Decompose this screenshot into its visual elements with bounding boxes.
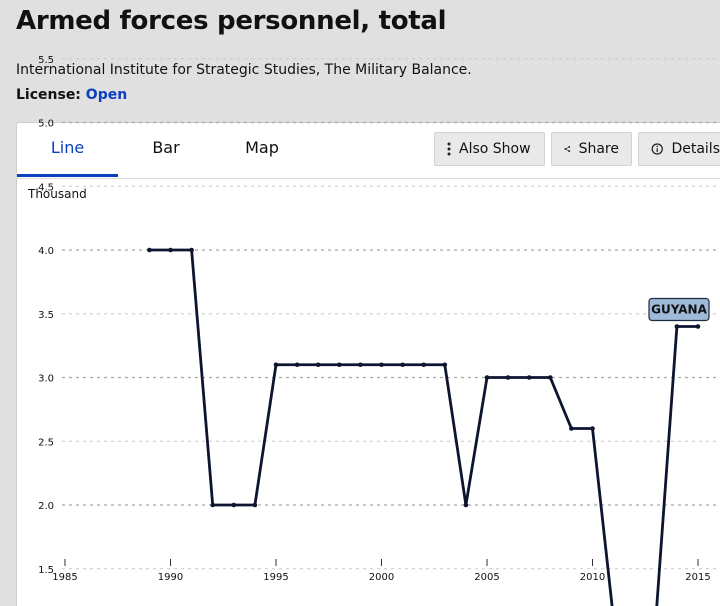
y-tick-label: 4.0 bbox=[38, 246, 54, 257]
share-icon bbox=[564, 145, 571, 153]
y-tick-label: 4.5 bbox=[38, 182, 54, 193]
data-point[interactable] bbox=[273, 362, 279, 368]
y-tick-label: 6.0 bbox=[38, 0, 54, 2]
y-tick-label: 2.5 bbox=[38, 437, 54, 448]
y-tick-label: 3.5 bbox=[38, 310, 54, 321]
data-point[interactable] bbox=[210, 502, 215, 508]
data-point[interactable] bbox=[315, 362, 321, 368]
data-point[interactable] bbox=[294, 362, 300, 368]
data-point[interactable] bbox=[569, 426, 574, 431]
info-icon bbox=[651, 143, 663, 155]
data-point[interactable] bbox=[484, 375, 490, 380]
y-tick-label: 1.5 bbox=[38, 565, 54, 576]
data-point[interactable] bbox=[168, 247, 173, 253]
license-link[interactable]: Open bbox=[85, 87, 128, 103]
series-line bbox=[149, 248, 698, 606]
share-label: Share bbox=[578, 141, 619, 157]
y-axis-unit: Thousand bbox=[27, 187, 87, 201]
x-tick-label: 1990 bbox=[158, 572, 183, 583]
data-point[interactable] bbox=[189, 247, 194, 253]
vertical-dots-icon bbox=[447, 142, 451, 156]
tab-line[interactable]: Line bbox=[17, 123, 118, 177]
data-point[interactable] bbox=[548, 375, 553, 380]
details-button[interactable]: Details bbox=[638, 132, 720, 166]
data-point[interactable] bbox=[400, 362, 405, 368]
data-point[interactable] bbox=[252, 502, 258, 508]
share-button[interactable]: Share bbox=[551, 132, 632, 166]
y-tick-label: 5.0 bbox=[38, 119, 54, 130]
x-tick-label: 1995 bbox=[263, 572, 288, 583]
license-label: License: bbox=[16, 87, 81, 103]
data-point[interactable] bbox=[526, 375, 532, 380]
data-point[interactable] bbox=[590, 426, 595, 431]
data-point[interactable] bbox=[421, 362, 427, 368]
details-label: Details bbox=[671, 141, 720, 157]
data-point[interactable] bbox=[358, 362, 363, 368]
tab-map[interactable]: Map bbox=[245, 138, 279, 157]
data-point[interactable] bbox=[337, 362, 342, 368]
data-point[interactable] bbox=[231, 502, 237, 508]
data-point[interactable] bbox=[674, 324, 680, 329]
page-title: Armed forces personnel, total bbox=[16, 6, 447, 36]
also-show-label: Also Show bbox=[459, 141, 531, 157]
data-point[interactable] bbox=[442, 362, 448, 368]
x-tick-label: 1985 bbox=[52, 572, 77, 583]
data-point[interactable] bbox=[463, 502, 469, 508]
series-tag-label: GUYANA bbox=[651, 303, 707, 317]
data-point[interactable] bbox=[505, 375, 511, 380]
y-tick-label: 5.5 bbox=[38, 55, 54, 66]
x-tick-label: 2015 bbox=[685, 572, 710, 583]
view-tabs: Line Bar Map Also Show Share Details bbox=[17, 123, 720, 179]
x-tick-label: 2000 bbox=[369, 572, 394, 583]
x-tick-label: 2005 bbox=[474, 572, 499, 583]
source-text: International Institute for Strategic St… bbox=[16, 62, 472, 78]
license: License: Open bbox=[16, 87, 127, 103]
data-point[interactable] bbox=[379, 362, 384, 368]
series-tag bbox=[648, 297, 710, 322]
x-tick-label: 2010 bbox=[580, 572, 605, 583]
data-point[interactable] bbox=[147, 247, 152, 253]
also-show-button[interactable]: Also Show bbox=[434, 132, 545, 166]
tab-bar[interactable]: Bar bbox=[152, 138, 180, 157]
y-tick-label: 3.0 bbox=[38, 374, 54, 385]
y-tick-label: 2.0 bbox=[38, 501, 54, 512]
data-point[interactable] bbox=[695, 324, 701, 329]
